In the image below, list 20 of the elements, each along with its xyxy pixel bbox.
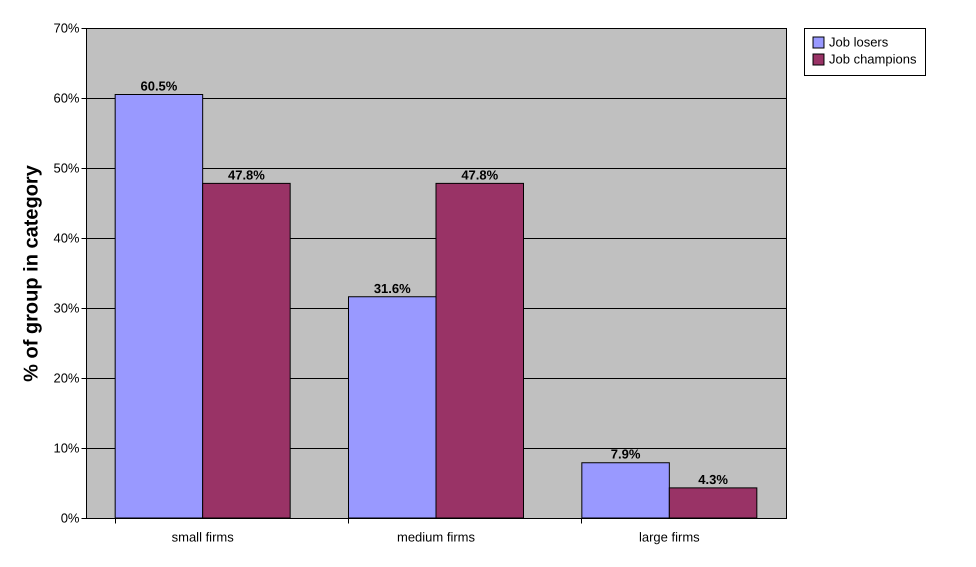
- y-tick-label: 50%: [53, 160, 80, 176]
- data-label: 47.8%: [461, 167, 499, 182]
- x-tick-label: small firms: [172, 530, 234, 544]
- y-tick-label: 20%: [53, 370, 80, 386]
- y-tick-label: 30%: [53, 300, 80, 316]
- data-label: 4.3%: [698, 472, 728, 487]
- data-label: 31.6%: [374, 280, 412, 296]
- data-label: 47.8%: [228, 167, 266, 182]
- data-label: 7.9%: [610, 446, 641, 462]
- y-tick-label: 40%: [53, 230, 80, 246]
- y-tick-label: 70%: [53, 20, 80, 36]
- y-tick-label: 60%: [53, 90, 80, 106]
- x-tick-label: large firms: [638, 530, 700, 544]
- data-label: 60.5%: [140, 78, 178, 94]
- x-tick-label: medium firms: [396, 530, 476, 544]
- y-tick-label: 0%: [60, 510, 80, 526]
- y-tick-label: 10%: [53, 440, 80, 456]
- legend-label: Job losers: [829, 34, 889, 50]
- legend-label: Job champions: [829, 52, 917, 66]
- y-axis-title: % of group in category: [20, 164, 42, 382]
